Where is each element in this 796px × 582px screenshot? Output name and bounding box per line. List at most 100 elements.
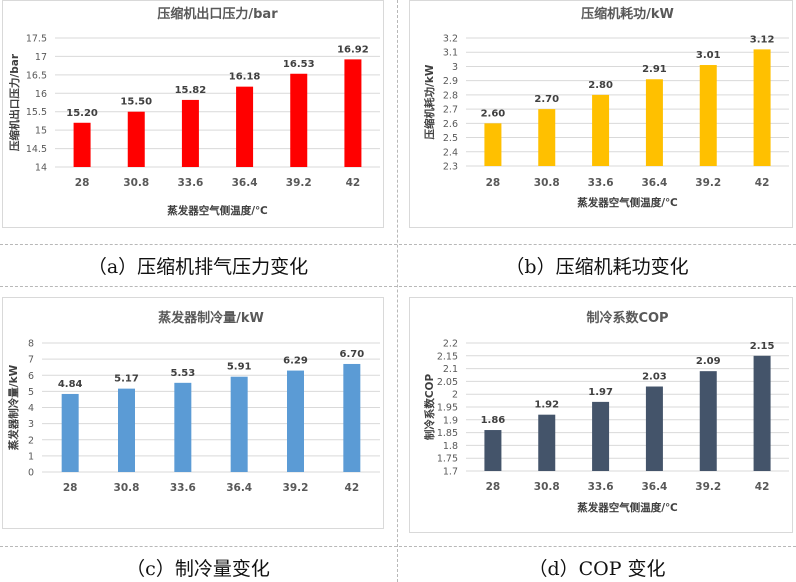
x-tick-label: 30.8 xyxy=(123,177,149,189)
bar xyxy=(592,94,610,166)
data-label: 15.50 xyxy=(120,97,152,108)
y-axis-title: 制冷系数COP xyxy=(423,374,436,441)
y-tick-label: 14.5 xyxy=(26,144,47,155)
x-tick-label: 42 xyxy=(345,482,360,494)
y-tick-label: 2 xyxy=(452,390,458,401)
chart-title: 压缩机出口压力/bar xyxy=(157,6,278,22)
pressure-chart: 14 14.5 15 15.5 16 16.5 17 17.5 15.20 28 15.50 30.8… xyxy=(2,0,384,228)
data-label: 3.01 xyxy=(696,50,721,61)
bar xyxy=(290,73,308,167)
x-tick-label: 36.4 xyxy=(641,481,667,493)
bar xyxy=(484,123,502,166)
y-tick-label: 1.95 xyxy=(437,403,458,414)
data-label: 15.82 xyxy=(175,85,207,96)
y-tick-label: 2.9 xyxy=(443,76,458,87)
y-tick-label: 2.1 xyxy=(443,364,458,375)
x-tick-label: 33.6 xyxy=(170,482,196,494)
data-label: 15.20 xyxy=(66,108,98,119)
caption-a: （a）压缩机排气压力变化 xyxy=(87,256,309,278)
y-tick-label: 1.75 xyxy=(437,454,458,465)
x-tick-label: 39.2 xyxy=(286,177,312,189)
bar xyxy=(645,79,663,166)
bar xyxy=(181,99,199,167)
chart-panel-d: 1.7 1.75 1.8 1.85 1.9 1.95 2 2.05 2.1 2.15 2.2 1.86… xyxy=(409,297,793,533)
y-tick-label: 1.8 xyxy=(443,441,458,452)
y-tick-label: 1.85 xyxy=(437,428,458,439)
y-tick-label: 2.6 xyxy=(443,119,458,130)
y-tick-label: 1.7 xyxy=(443,467,458,478)
x-tick-label: 30.8 xyxy=(534,481,560,493)
vertical-divider xyxy=(397,0,398,582)
x-tick-label: 28 xyxy=(75,177,90,189)
data-label: 2.15 xyxy=(750,341,775,352)
y-tick-label: 0 xyxy=(28,468,34,479)
data-label: 2.60 xyxy=(481,108,506,119)
data-label: 5.91 xyxy=(227,362,252,373)
cooling-capacity-chart: 0 1 2 3 4 5 6 7 8 4.84 28 5.17 30.8 5.53 33.6 5.91 36.4 6… xyxy=(2,297,384,529)
chart-panel-c: 0 1 2 3 4 5 6 7 8 4.84 28 5.17 30.8 5.53 33.6 5.91 36.4 6… xyxy=(2,297,384,529)
caption-d: （d）COP 变化 xyxy=(528,558,666,580)
data-label: 1.92 xyxy=(534,400,559,411)
data-label: 4.84 xyxy=(58,379,83,390)
data-label: 16.53 xyxy=(283,59,315,70)
y-tick-label: 1.9 xyxy=(443,415,458,426)
horizontal-divider-top xyxy=(0,244,796,245)
x-tick-label: 39.2 xyxy=(283,482,309,494)
y-tick-label: 6 xyxy=(28,371,34,382)
x-tick-label: 33.6 xyxy=(588,481,614,493)
chart-title: 压缩机耗功/kW xyxy=(581,6,674,22)
bar xyxy=(343,363,361,472)
cop-chart: 1.71.751.81.851.91.9522.052.12.152.21.86… xyxy=(409,297,793,533)
bar xyxy=(753,355,771,471)
x-tick-label: 28 xyxy=(486,177,501,189)
bar xyxy=(645,386,663,471)
data-label: 16.18 xyxy=(229,72,261,83)
data-label: 2.91 xyxy=(642,64,667,75)
y-tick-label: 2.4 xyxy=(443,147,458,158)
y-tick-label: 2.15 xyxy=(437,351,458,362)
data-label: 2.70 xyxy=(534,94,559,105)
data-label: 6.70 xyxy=(339,349,364,360)
x-tick-label: 30.8 xyxy=(114,482,140,494)
bar xyxy=(287,370,304,472)
horizontal-divider-bottom xyxy=(0,546,796,547)
power-chart: 2.3 2.4 2.5 2.6 2.7 2.8 2.9 3 3.1 3.2 2.60 28 2.70 30… xyxy=(409,0,793,228)
data-label: 2.80 xyxy=(588,80,613,91)
bar xyxy=(699,65,717,166)
caption-c: （c）制冷量变化 xyxy=(126,558,270,580)
bar xyxy=(538,414,556,471)
data-label: 1.97 xyxy=(588,387,613,398)
bar xyxy=(61,393,79,472)
y-tick-label: 1 xyxy=(28,451,34,462)
bar xyxy=(344,59,362,167)
bar xyxy=(753,49,771,166)
x-tick-label: 33.6 xyxy=(177,177,203,189)
y-tick-label: 4 xyxy=(28,403,34,414)
y-tick-label: 3.2 xyxy=(443,34,458,45)
y-tick-label: 3 xyxy=(28,419,34,430)
data-label: 2.03 xyxy=(642,372,667,383)
bar xyxy=(699,371,717,471)
horizontal-divider-mid xyxy=(0,286,796,287)
chart-panel-b: 2.3 2.4 2.5 2.6 2.7 2.8 2.9 3 3.1 3.2 2.60 28 2.70 30… xyxy=(409,0,793,228)
y-tick-label: 7 xyxy=(28,355,34,366)
y-tick-label: 8 xyxy=(28,339,34,350)
bar xyxy=(230,376,248,472)
y-tick-label: 15 xyxy=(35,126,47,137)
x-tick-label: 36.4 xyxy=(226,482,252,494)
data-label: 6.29 xyxy=(283,356,308,367)
bar xyxy=(592,401,610,471)
x-axis-title: 蒸发器空气侧温度/℃ xyxy=(167,204,268,217)
y-tick-label: 16.5 xyxy=(26,70,47,81)
y-axis-title: 压缩机耗功/kW xyxy=(423,64,436,139)
x-tick-label: 28 xyxy=(486,481,501,493)
x-tick-label: 42 xyxy=(755,177,770,189)
bar xyxy=(118,388,135,472)
x-tick-label: 28 xyxy=(63,482,78,494)
data-label: 2.09 xyxy=(696,356,721,367)
data-label: 5.53 xyxy=(170,368,195,379)
y-tick-label: 14 xyxy=(35,163,47,174)
y-tick-label: 2.5 xyxy=(443,133,458,144)
caption-b: （b）压缩机耗功变化 xyxy=(505,256,689,278)
bar xyxy=(538,109,556,166)
